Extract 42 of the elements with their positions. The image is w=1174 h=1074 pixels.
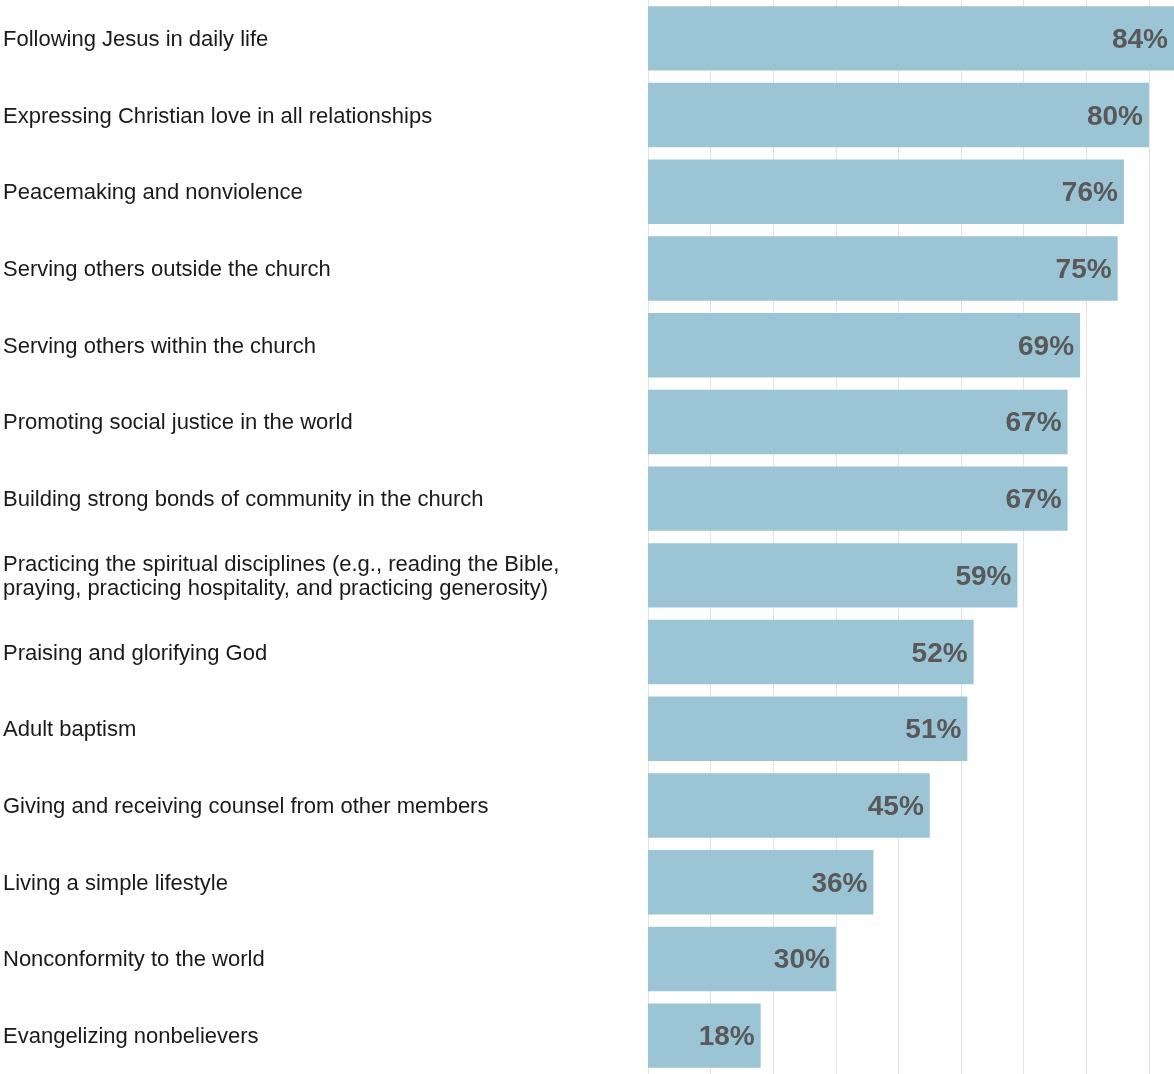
data-label: 80% — [1086, 99, 1144, 131]
y-tick-label: Peacemaking and nonviolence — [3, 179, 303, 205]
bar — [648, 543, 1018, 608]
data-label: 67% — [1005, 406, 1062, 438]
y-tick-label: Practicing the spiritual disciplines (e.g., reading the Bible, praying, practicing hospitality, and practicing generosity) — [3, 550, 566, 600]
y-tick-label: Following Jesus in daily life — [3, 25, 269, 51]
bar — [648, 619, 974, 685]
data-label: 30% — [773, 943, 830, 975]
data-label: 84% — [1111, 22, 1169, 54]
y-tick-label: Nonconformity to the world — [3, 946, 265, 972]
y-tick-label: Giving and receiving counsel from other members — [3, 793, 489, 818]
data-label: 59% — [955, 559, 1012, 591]
data-label: 75% — [1055, 253, 1112, 284]
y-tick-label: Adult baptism — [3, 716, 137, 742]
y-tick-label: Praising and glorifying God — [3, 639, 268, 665]
y-tick-label: Living a simple lifestyle — [3, 869, 228, 895]
bar — [648, 849, 874, 915]
y-tick-label: Serving others within the church — [3, 332, 317, 358]
y-tick-label: Evangelizing nonbelievers — [3, 1023, 259, 1049]
y-tick-label: Building strong bonds of community in the church — [3, 486, 484, 512]
bar — [648, 159, 1124, 225]
data-label: 69% — [1018, 329, 1075, 361]
data-label: 67% — [1005, 483, 1062, 515]
data-label: 18% — [698, 1020, 755, 1052]
data-label: 45% — [867, 790, 924, 821]
bar — [648, 6, 1174, 71]
bar — [648, 926, 836, 992]
bar — [648, 466, 1068, 531]
bar — [648, 82, 1149, 148]
bar — [648, 696, 968, 762]
y-tick-label: Expressing Christian love in all relationships — [3, 102, 433, 128]
y-tick-label: Serving others outside the church — [3, 256, 331, 281]
data-label: 36% — [811, 866, 868, 898]
bar — [648, 773, 930, 838]
bar — [648, 236, 1118, 301]
bar — [648, 389, 1068, 455]
data-label: 52% — [911, 636, 968, 668]
data-label: 51% — [905, 713, 962, 745]
bar — [648, 312, 1081, 378]
data-label: 76% — [1061, 176, 1118, 208]
y-tick-label: Promoting social justice in the world — [3, 409, 353, 435]
bar — [648, 1003, 761, 1068]
